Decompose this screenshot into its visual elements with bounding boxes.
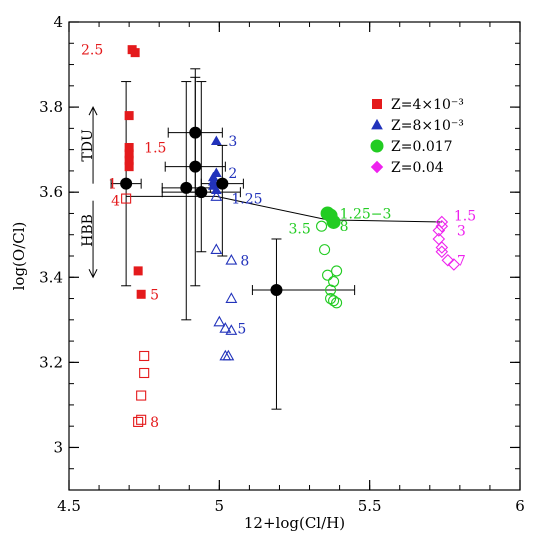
side-label: TDU [80,129,96,162]
point-filled-square [124,162,134,172]
y-tick-label: 3.4 [39,268,63,286]
point-open-triangle [210,190,223,201]
mass-label: 3 [228,134,237,150]
legend: Z=4×10⁻³ Z=8×10⁻³ Z=0.017 Z=0.04 [370,97,464,176]
y-tick-label: 3.2 [39,353,63,371]
mass-label: 8 [150,415,159,431]
point-filled-square [130,48,140,58]
observed-point [180,181,193,194]
mass-label: 1.5 [144,141,166,157]
point-open-circle [328,295,340,307]
legend-marker [371,118,383,130]
mass-label: 7 [457,253,466,269]
point-open-circle [325,284,337,296]
point-open-diamond [432,224,446,237]
mass-label: 1 [108,177,117,193]
point-open-square [136,390,147,401]
point-filled-circle [326,214,341,229]
point-open-diamond [435,219,449,233]
point-open-circle [331,297,343,309]
point-filled-square [133,266,143,276]
point-open-triangle [219,322,232,333]
side-label-layer: TDU HBB [80,105,98,279]
side-arrow-head [88,269,98,279]
point-open-diamond [447,258,461,271]
point-open-triangle [225,292,238,303]
mass-label: 4 [111,194,120,210]
point-open-circle [319,244,331,256]
observed-point [189,126,202,139]
mass-label: 5 [150,287,159,303]
legend-label: Z=8×10⁻³ [391,118,464,134]
point-open-diamond [435,241,449,254]
point-open-circle [331,265,343,277]
mass-label: 3.5 [288,221,310,237]
mass-label: 2 [228,166,237,182]
point-open-square [139,367,150,379]
marker-layer [120,45,461,427]
legend-marker [370,139,384,153]
x-tick-label: 5 [215,497,225,515]
point-open-triangle [225,324,238,335]
mass-label: 2.5 [81,43,103,59]
point-open-diamond [441,253,455,267]
connector-line [126,195,442,223]
mass-label: 8 [240,253,249,269]
x-tick-label: 4.5 [57,497,81,515]
point-open-square [139,350,150,362]
point-filled-square [136,289,146,299]
y-tick-label: 3.6 [39,183,63,201]
point-open-triangle [210,243,223,255]
observed-point [216,177,229,190]
connector-layer [126,195,442,223]
point-open-triangle [225,253,238,265]
point-open-circle [316,220,328,232]
point-open-triangle [222,349,235,361]
legend-label: Z=0.017 [391,139,453,155]
x-tick-label: 5.5 [358,497,382,515]
legend-marker [372,99,382,109]
observed-point [270,284,283,297]
y-tick-label: 3 [53,438,63,456]
legend-marker [370,160,384,174]
mass-label: 8 [340,219,349,235]
mass-label: 5 [237,321,246,337]
point-open-square [133,416,144,427]
point-filled-square [124,111,134,121]
point-filled-triangle [210,135,222,146]
legend-label: Z=0.04 [391,160,444,176]
x-axis-title: 12+log(Cl/H) [244,514,345,532]
mass-label: 1.25 [231,192,262,208]
axis-layer: 4.5 5 5.5 6 3 3.2 3.4 3.6 3.8 4 12+log(Cl/H) log(O/… [10,13,525,532]
observed-point [120,177,133,190]
x-tick-label: 6 [515,497,525,515]
point-open-square [136,414,147,425]
point-open-triangle [213,315,226,327]
observed-point [189,160,202,173]
side-label: HBB [80,214,96,247]
mass-label: 1.25−3 [340,206,392,222]
observed-point [195,186,208,199]
y-axis-title: log(O/Cl) [10,222,28,291]
y-tick-label: 3.8 [39,98,63,116]
point-open-diamond [435,245,449,259]
legend-label: Z=4×10⁻³ [391,97,464,113]
mass-label: 3 [457,223,466,239]
point-open-circle [325,292,337,305]
point-open-circle [322,269,334,281]
y-tick-label: 4 [53,13,63,31]
mass-label: 1.5 [454,209,476,225]
point-open-square [121,193,132,204]
point-filled-triangle [210,184,222,194]
side-arrow-head [88,105,98,116]
